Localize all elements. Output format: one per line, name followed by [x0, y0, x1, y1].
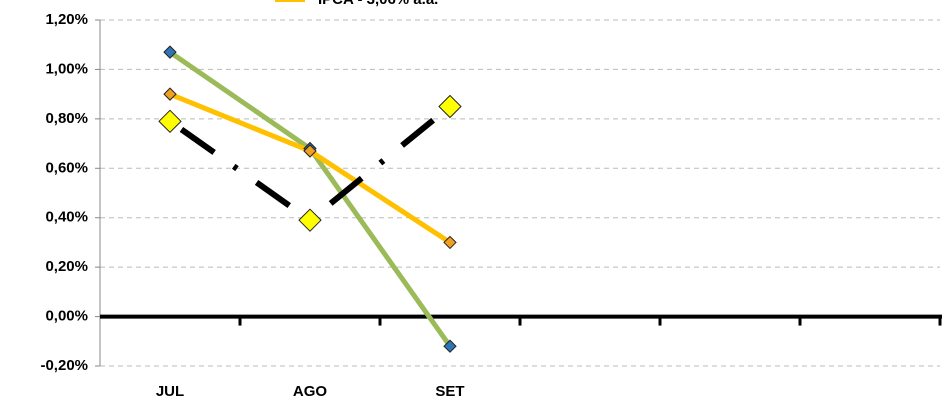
marker: [163, 87, 177, 101]
y-tick-label: 1,00%: [45, 60, 88, 77]
y-tick-label: 0,60%: [45, 159, 88, 176]
x-tick-label: AGO: [293, 383, 328, 400]
marker: [438, 94, 462, 119]
y-tick-label: 1,20%: [45, 11, 88, 28]
x-tick-label: SET: [435, 383, 464, 400]
y-tick-label: 0,80%: [45, 110, 88, 127]
series-line: [168, 104, 452, 224]
legend-label: IPCA - 3,06% a.a.: [318, 0, 438, 8]
marker: [443, 235, 457, 250]
marker: [303, 144, 317, 158]
series-line: [168, 50, 453, 348]
marker: [298, 208, 322, 232]
y-tick-label: -0,20%: [40, 357, 88, 374]
y-tick-label: 0,20%: [45, 258, 88, 275]
marker: [163, 45, 177, 59]
marker: [443, 339, 457, 353]
y-tick-label: 0,40%: [45, 209, 88, 226]
x-tick-label: JUL: [156, 383, 184, 400]
y-tick-label: 0,00%: [45, 308, 88, 325]
marker: [158, 109, 182, 134]
